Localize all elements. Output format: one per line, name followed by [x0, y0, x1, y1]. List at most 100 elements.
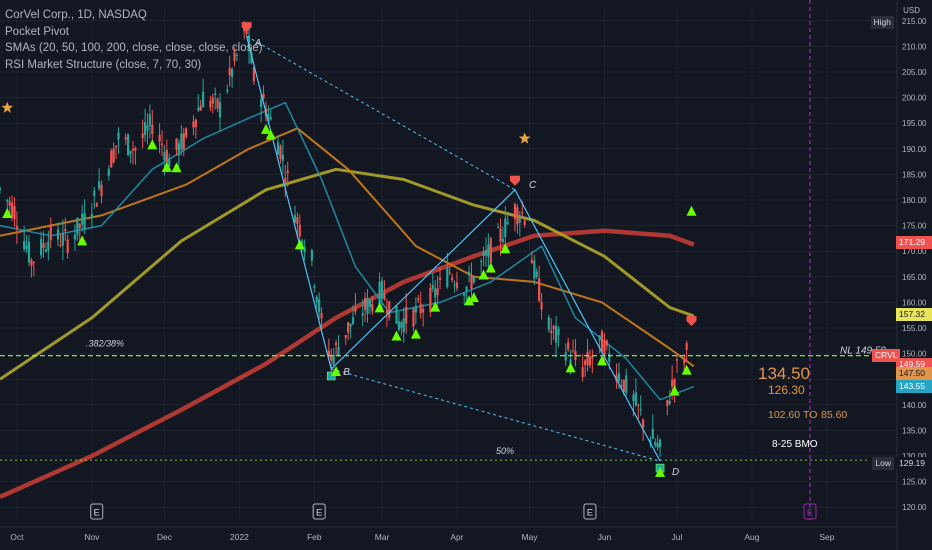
candle-body — [233, 52, 236, 62]
candle-body — [656, 443, 659, 448]
legend-smas: SMAs (20, 50, 100, 200, close, close, cl… — [5, 42, 263, 54]
candle-body — [436, 288, 439, 296]
candle-body — [349, 323, 352, 327]
target-2-label: 126.30 — [768, 383, 805, 397]
candle-body — [211, 97, 214, 104]
candle-body — [482, 251, 485, 256]
candle-body — [552, 326, 555, 329]
candle-body — [354, 307, 357, 312]
abcd-pattern-line — [246, 36, 661, 462]
pocket-pivot-triangle — [669, 385, 680, 396]
candle-body — [235, 54, 239, 56]
candle-body — [480, 261, 483, 263]
candle-body — [117, 132, 120, 140]
candle-body — [584, 360, 587, 365]
candle-body — [547, 317, 550, 330]
star-icon — [1, 101, 14, 113]
candle-body — [315, 296, 318, 303]
candle-body — [66, 239, 69, 254]
candle-body — [44, 249, 48, 252]
target-to-label: TO — [803, 409, 817, 421]
candle-body — [64, 229, 67, 232]
candle-body — [32, 262, 35, 264]
candle-body — [260, 99, 263, 108]
candle-body — [163, 152, 166, 161]
y-tick-label: 135.00 — [902, 426, 927, 435]
y-tick-label: 170.00 — [902, 247, 927, 256]
y-tick-label: 125.00 — [902, 478, 927, 487]
pocket-pivot-triangle — [374, 302, 385, 313]
symbol-badge: CRVL — [872, 349, 900, 362]
candle-body — [414, 306, 417, 313]
low-value-badge: 129.19 — [896, 457, 932, 470]
candle-body — [405, 306, 408, 324]
candle-body — [654, 442, 657, 446]
candle-body — [199, 105, 202, 111]
candle-body — [334, 342, 338, 346]
candle-body — [671, 379, 674, 387]
candle-body — [634, 392, 637, 406]
x-tick-label: Jun — [598, 532, 612, 542]
y-tick-label: 150.00 — [902, 350, 927, 359]
candle-body — [250, 52, 253, 64]
pocket-pivot-triangle — [565, 362, 576, 373]
candle-body — [146, 125, 149, 131]
high-label: High — [870, 16, 894, 29]
candle-body — [666, 400, 669, 407]
candle-body — [83, 212, 86, 231]
candle-body — [685, 342, 688, 350]
candle-body — [177, 143, 181, 156]
y-tick-label: 180.00 — [902, 196, 927, 205]
candle-body — [56, 229, 60, 240]
candle-body — [8, 201, 11, 206]
pocket-pivot-triangle — [161, 161, 172, 172]
candle-body — [395, 305, 398, 324]
candle-body — [347, 322, 350, 333]
candle-body — [564, 352, 567, 361]
candle-body — [114, 145, 118, 148]
candle-body — [185, 128, 188, 137]
abcd-dashed-line — [331, 368, 661, 462]
candle-body — [617, 372, 621, 381]
candle-body — [625, 375, 628, 394]
candle-body — [267, 114, 270, 122]
candle-body — [470, 276, 473, 289]
candle-body — [489, 238, 492, 264]
candle-body — [668, 400, 671, 404]
candle-body — [366, 297, 369, 314]
candle-body — [448, 272, 451, 274]
x-tick-label: Jul — [672, 532, 683, 542]
candle-body — [131, 148, 135, 151]
candle-body — [93, 190, 96, 196]
candle-body — [632, 394, 635, 402]
candle-body — [90, 213, 93, 218]
chart-legend: CorVel Corp., 1D, NASDAQ Pocket Pivot SM… — [5, 7, 263, 73]
candle-body — [228, 67, 231, 76]
y-tick-label: 205.00 — [902, 68, 927, 77]
pocket-pivot-triangle — [331, 365, 342, 376]
candle-body — [182, 133, 185, 150]
candle-body — [504, 218, 507, 238]
pocket-pivot-triangle — [681, 364, 692, 375]
candle-body — [61, 232, 64, 246]
pivot-label-b: B — [343, 367, 350, 378]
candle-body — [557, 328, 560, 336]
pivot-label-a: A — [254, 38, 262, 49]
sma-line-sma200 — [0, 228, 695, 500]
candle-body — [214, 93, 217, 96]
candle-body — [298, 224, 301, 237]
pocket-pivot-triangle — [147, 139, 158, 150]
candle-body — [81, 213, 84, 225]
pocket-pivot-triangle — [265, 129, 276, 140]
earnings-marker-label: E — [587, 508, 593, 519]
candle-body — [363, 298, 367, 310]
candle-body — [0, 188, 2, 191]
earnings-marker — [583, 503, 597, 520]
candle-body — [218, 102, 222, 118]
candle-body — [30, 260, 33, 266]
candle-body — [332, 354, 335, 365]
legend-pocket-pivot: Pocket Pivot — [5, 25, 69, 38]
pocket-pivot-triangle — [686, 205, 697, 216]
candle-body — [385, 310, 388, 314]
